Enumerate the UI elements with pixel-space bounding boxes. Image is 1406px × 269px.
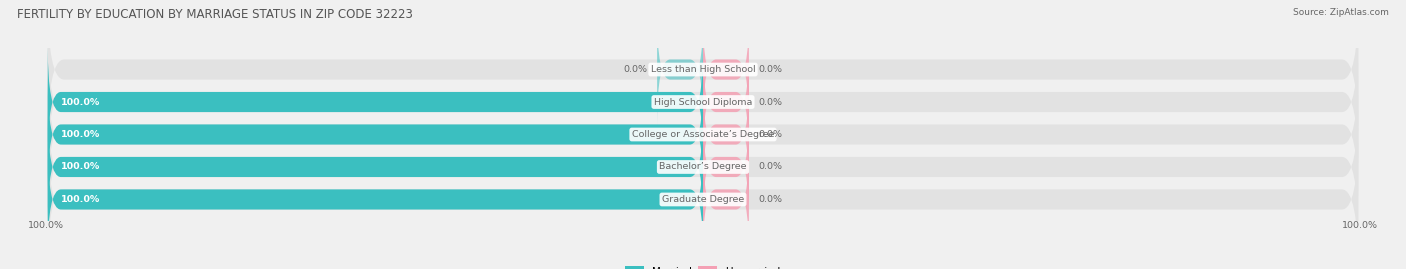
FancyBboxPatch shape: [48, 31, 1358, 173]
FancyBboxPatch shape: [48, 63, 1358, 206]
Text: 100.0%: 100.0%: [28, 221, 65, 229]
Text: Graduate Degree: Graduate Degree: [662, 195, 744, 204]
Text: 0.0%: 0.0%: [759, 195, 783, 204]
FancyBboxPatch shape: [48, 96, 1358, 238]
Text: 0.0%: 0.0%: [759, 98, 783, 107]
FancyBboxPatch shape: [703, 144, 749, 254]
Text: Bachelor’s Degree: Bachelor’s Degree: [659, 162, 747, 171]
FancyBboxPatch shape: [48, 47, 703, 157]
FancyBboxPatch shape: [48, 0, 1358, 141]
FancyBboxPatch shape: [703, 80, 749, 189]
Text: College or Associate’s Degree: College or Associate’s Degree: [631, 130, 775, 139]
Legend: Married, Unmarried: Married, Unmarried: [621, 262, 785, 269]
Text: High School Diploma: High School Diploma: [654, 98, 752, 107]
Text: 0.0%: 0.0%: [759, 65, 783, 74]
FancyBboxPatch shape: [48, 144, 703, 254]
Text: Less than High School: Less than High School: [651, 65, 755, 74]
Text: 100.0%: 100.0%: [1341, 221, 1378, 229]
Text: 0.0%: 0.0%: [759, 162, 783, 171]
Text: FERTILITY BY EDUCATION BY MARRIAGE STATUS IN ZIP CODE 32223: FERTILITY BY EDUCATION BY MARRIAGE STATU…: [17, 8, 413, 21]
Text: Source: ZipAtlas.com: Source: ZipAtlas.com: [1294, 8, 1389, 17]
Text: 100.0%: 100.0%: [60, 162, 100, 171]
Text: 100.0%: 100.0%: [60, 130, 100, 139]
FancyBboxPatch shape: [48, 80, 703, 189]
FancyBboxPatch shape: [48, 112, 703, 222]
FancyBboxPatch shape: [703, 47, 749, 157]
FancyBboxPatch shape: [703, 112, 749, 222]
FancyBboxPatch shape: [703, 15, 749, 125]
Text: 100.0%: 100.0%: [60, 98, 100, 107]
Text: 0.0%: 0.0%: [759, 130, 783, 139]
FancyBboxPatch shape: [657, 15, 703, 125]
FancyBboxPatch shape: [48, 128, 1358, 269]
Text: 0.0%: 0.0%: [623, 65, 647, 74]
Text: 100.0%: 100.0%: [60, 195, 100, 204]
